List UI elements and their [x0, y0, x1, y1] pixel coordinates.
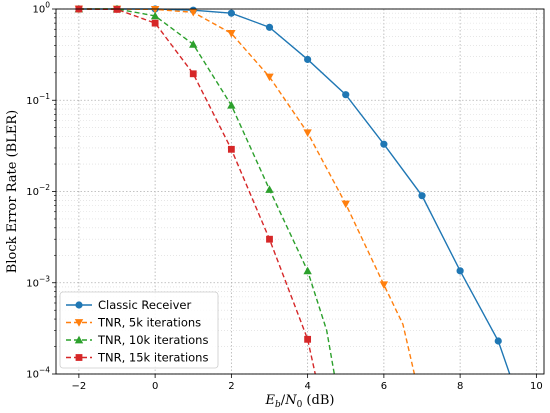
- data-point: [265, 73, 274, 82]
- x-tick-label: −2: [72, 381, 87, 392]
- x-axis-label: Eb/N0 (dB): [265, 393, 335, 410]
- data-point: [265, 185, 274, 193]
- x-tick-label: 8: [457, 381, 463, 392]
- data-point: [380, 140, 388, 148]
- data-point: [304, 55, 312, 64]
- legend-entry: Classic Receiver: [66, 298, 191, 312]
- legend-entry: TNR, 5k iterations: [66, 316, 201, 330]
- series-line: [78, 8, 416, 374]
- data-point: [150, 11, 160, 20]
- x-tick-label: 0: [152, 381, 158, 392]
- data-point: [456, 267, 464, 275]
- y-tick-label: 10−2: [26, 183, 50, 198]
- data-point: [227, 101, 236, 109]
- data-point: [151, 19, 159, 27]
- axis-ticks: −2 0 2 4 6 8 10 100 10−1 10−2 10−3 10−4: [26, 1, 543, 393]
- x-tick-label: 10: [530, 381, 543, 392]
- data-point: [342, 91, 350, 99]
- data-point: [379, 281, 389, 289]
- data-point: [304, 335, 312, 343]
- legend-label: TNR, 10k iterations: [97, 333, 208, 347]
- data-point: [265, 23, 274, 31]
- x-tick-label: 2: [228, 381, 234, 392]
- data-point: [303, 266, 312, 275]
- legend-marker: [75, 354, 83, 361]
- data-point: [189, 70, 197, 78]
- y-axis-label: Block Error Rate (BLER): [5, 110, 20, 273]
- legend-entry: TNR, 15k iterations: [66, 351, 208, 365]
- x-tick-label: 4: [304, 381, 310, 392]
- legend-marker: [75, 301, 83, 309]
- legend-marker: [74, 335, 84, 344]
- legend-entry: TNR, 10k iterations: [66, 333, 208, 347]
- legend-label: TNR, 15k iterations: [97, 351, 208, 365]
- data-point: [303, 129, 312, 137]
- y-tick-label: 100: [32, 1, 50, 16]
- series-line: [78, 8, 316, 374]
- data-point: [189, 40, 198, 48]
- data-point: [341, 200, 350, 209]
- legend-label: Classic Receiver: [98, 298, 191, 312]
- data-point: [266, 235, 273, 243]
- legend: Classic Receiver TNR, 5k iterations TNR, 1…: [59, 291, 219, 369]
- data-point: [150, 6, 160, 14]
- y-tick-label: 10−1: [26, 92, 50, 107]
- data-point: [418, 192, 426, 200]
- data-point: [494, 337, 502, 345]
- data-point: [189, 8, 198, 17]
- data-point: [227, 145, 235, 153]
- y-tick-label: 10−3: [26, 274, 50, 289]
- legend-marker: [74, 319, 84, 327]
- data-point: [227, 30, 236, 38]
- y-tick-label: 10−4: [26, 366, 50, 381]
- legend-label: TNR, 5k iterations: [97, 316, 201, 330]
- data-point: [227, 9, 235, 17]
- x-tick-label: 6: [381, 381, 387, 392]
- legend-box: [59, 291, 219, 369]
